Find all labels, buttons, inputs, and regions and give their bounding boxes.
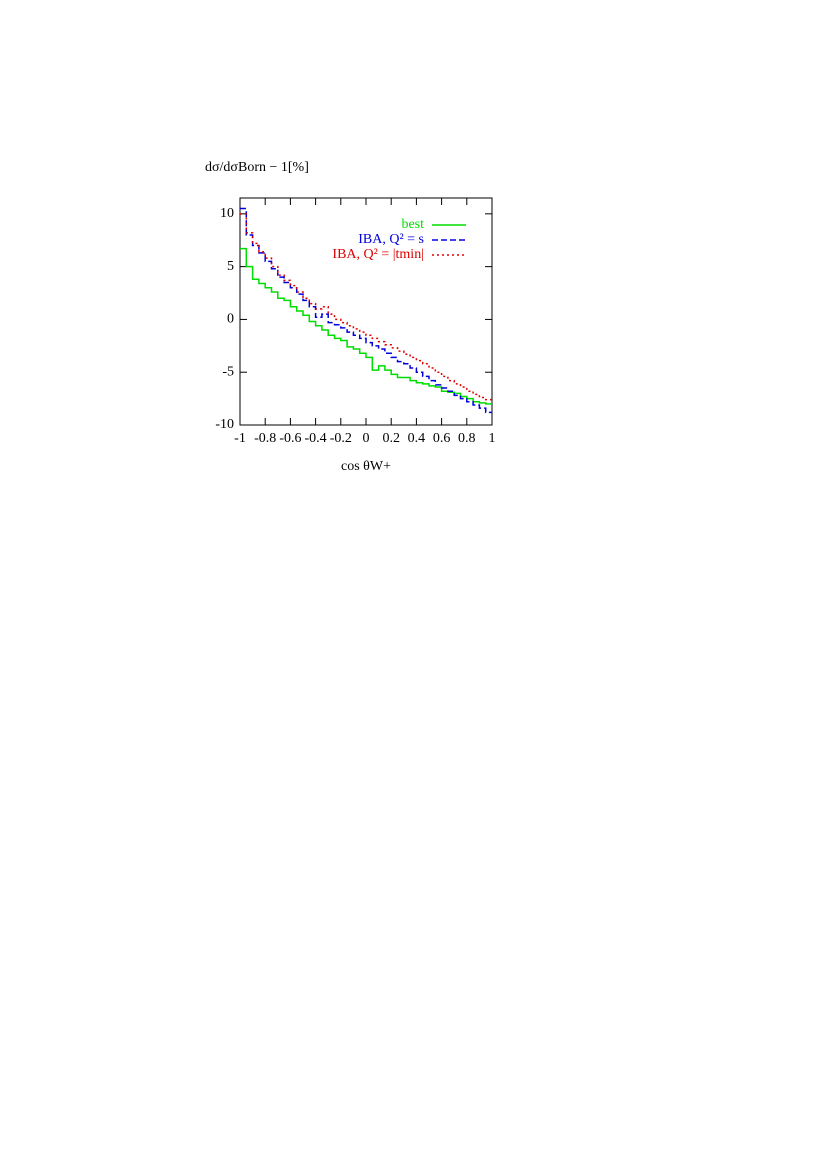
x-tick-label: -1 — [234, 431, 246, 446]
step-line — [240, 213, 492, 401]
legend-label: IBA, Q² = s — [358, 232, 424, 247]
y-tick-label: -10 — [215, 417, 234, 432]
x-tick-label: 1 — [489, 431, 496, 446]
x-tick-label: 0.6 — [433, 431, 451, 446]
x-tick-label: 0 — [363, 431, 370, 446]
step-line — [240, 247, 492, 405]
x-tick-label: -0.4 — [305, 431, 327, 446]
y-tick-label: -5 — [222, 364, 234, 379]
x-axis-label: cos θW+ — [341, 459, 391, 474]
x-tick-label: -0.8 — [254, 431, 276, 446]
y-tick-label: 5 — [227, 259, 234, 274]
x-tick-label: -0.6 — [279, 431, 301, 446]
step-line — [240, 207, 492, 414]
x-tick-label: 0.2 — [382, 431, 400, 446]
legend-label: best — [401, 217, 424, 232]
x-tick-label: 0.8 — [458, 431, 476, 446]
y-tick-label: 10 — [220, 206, 234, 221]
y-tick-label: 0 — [227, 312, 234, 327]
x-tick-label: -0.2 — [330, 431, 352, 446]
y-axis-label: dσ/dσBorn − 1[%] — [205, 160, 309, 175]
x-tick-label: 0.4 — [408, 431, 426, 446]
legend-label: IBA, Q² = |tmin| — [332, 247, 424, 262]
